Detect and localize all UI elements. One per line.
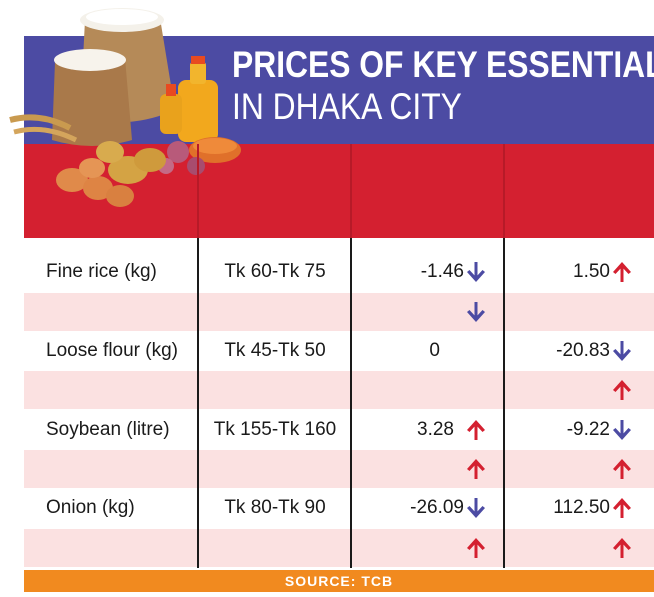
- item-name: Loose flour (kg): [46, 340, 179, 361]
- spacer-row: [24, 529, 654, 567]
- chart-subtitle: IN DHAKA CITY: [232, 86, 462, 127]
- spacer-col1-up-arrow-icon: [467, 459, 485, 479]
- change2-down-arrow-icon: [613, 341, 631, 361]
- spacer-col2-up-arrow-icon: [613, 459, 631, 479]
- change-value-1: 3.28: [417, 419, 454, 440]
- column-divider: [197, 144, 199, 238]
- column-divider: [350, 144, 352, 238]
- change-value-1: -26.09: [410, 497, 464, 518]
- table-row: Fine rice (kg) Tk 60-Tk 75 -1.46 1.50: [24, 253, 654, 291]
- change-value-2: -9.22: [566, 419, 610, 440]
- price-range: Tk 155-Tk 160: [213, 419, 337, 440]
- price-range: Tk 45-Tk 50: [224, 340, 326, 361]
- change2-down-arrow-icon: [613, 420, 631, 440]
- table-row: Loose flour (kg) Tk 45-Tk 50 0 -20.83: [24, 332, 654, 370]
- spacer-row: [24, 450, 654, 488]
- spacer-row: [24, 371, 654, 409]
- item-name: Onion (kg): [46, 497, 135, 518]
- column-divider: [503, 144, 505, 238]
- table-row: Onion (kg) Tk 80-Tk 90 -26.09 112.50: [24, 489, 654, 527]
- price-range: Tk 60-Tk 75: [224, 261, 326, 282]
- column-divider: [503, 238, 505, 568]
- change1-up-arrow-icon: [467, 420, 485, 440]
- change1-down-arrow-icon: [467, 262, 485, 282]
- spacer-col1-up-arrow-icon: [467, 538, 485, 558]
- spacer-col2-up-arrow-icon: [613, 538, 631, 558]
- change1-down-arrow-icon: [467, 498, 485, 518]
- change2-up-arrow-icon: [613, 262, 631, 282]
- table-row: Soybean (litre) Tk 155-Tk 160 3.28 -9.22: [24, 411, 654, 449]
- item-name: Fine rice (kg): [46, 261, 157, 282]
- groceries-illustration: [9, 8, 241, 207]
- column-divider: [350, 238, 352, 568]
- change-value-1: -1.46: [420, 261, 464, 282]
- spacer-row: [24, 293, 654, 331]
- spacer-col2-up-arrow-icon: [613, 380, 631, 400]
- change-value-2: 1.50: [573, 261, 610, 282]
- item-name: Soybean (litre): [46, 419, 170, 440]
- change-value-1: 0: [429, 340, 440, 361]
- source-bar: SOURCE: TCB: [24, 570, 654, 592]
- source-label: SOURCE: TCB: [284, 573, 394, 589]
- spacer-col1-down-arrow-icon: [467, 302, 485, 322]
- change-value-2: -20.83: [556, 340, 610, 361]
- chart-title: PRICES OF KEY ESSENTIALS: [232, 44, 654, 85]
- change2-up-arrow-icon: [613, 498, 631, 518]
- price-range: Tk 80-Tk 90: [224, 497, 326, 518]
- column-divider: [197, 238, 199, 568]
- change-value-2: 112.50: [553, 497, 610, 518]
